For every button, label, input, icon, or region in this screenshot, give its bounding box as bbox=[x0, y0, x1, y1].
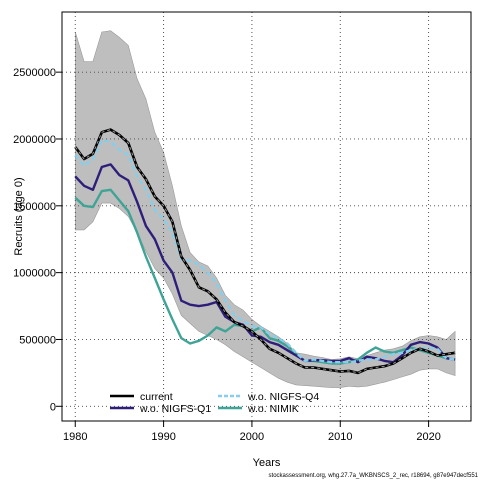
x-tick-label: 2010 bbox=[328, 431, 352, 443]
series-lines bbox=[74, 128, 456, 375]
legend-label: current bbox=[140, 391, 173, 403]
y-tick-label: 1500000 bbox=[13, 201, 56, 213]
x-axis-title: Years bbox=[253, 457, 281, 469]
series-line-w-o-nigfs-q1 bbox=[74, 163, 456, 364]
series-line-w-o-nimik bbox=[74, 188, 456, 365]
x-tick-label: 2000 bbox=[240, 431, 264, 443]
legend-label: w.o. NIGFS-Q1 bbox=[139, 403, 211, 415]
grid bbox=[62, 12, 471, 421]
y-axis: 0 500000 1000000 1500000 2000000 2500000 bbox=[13, 67, 62, 413]
y-tick-label: 0 bbox=[50, 401, 56, 413]
legend-label: w.o. NIGFS-Q4 bbox=[247, 391, 319, 403]
plot-frame bbox=[61, 11, 472, 422]
y-tick-label: 2000000 bbox=[13, 134, 56, 146]
legend-label: w.o. NIMIK bbox=[247, 403, 299, 415]
series-line-current-overlay bbox=[74, 129, 456, 374]
y-axis-title: Recruits (age 0) bbox=[13, 177, 25, 255]
x-tick-label: 2020 bbox=[416, 431, 440, 443]
y-tick-label: 2500000 bbox=[13, 67, 56, 79]
y-tick-label: 1000000 bbox=[13, 268, 56, 280]
confidence-band bbox=[75, 30, 456, 388]
y-tick-label: 500000 bbox=[19, 334, 56, 346]
legend: current w.o. NIGFS-Q4 w.o. NIGFS-Q1 w.o. NI… bbox=[110, 391, 319, 415]
x-axis: 1980 1990 2000 2010 2020 bbox=[63, 421, 441, 443]
confidence-band-area bbox=[75, 30, 456, 388]
series-line-w-o-nigfs-q4 bbox=[74, 139, 456, 364]
footer-credit: stockassessment.org, whg.27.7a_WKBNSCS_2… bbox=[269, 473, 479, 479]
x-tick-label: 1990 bbox=[151, 431, 175, 443]
x-tick-label: 1980 bbox=[63, 431, 87, 443]
